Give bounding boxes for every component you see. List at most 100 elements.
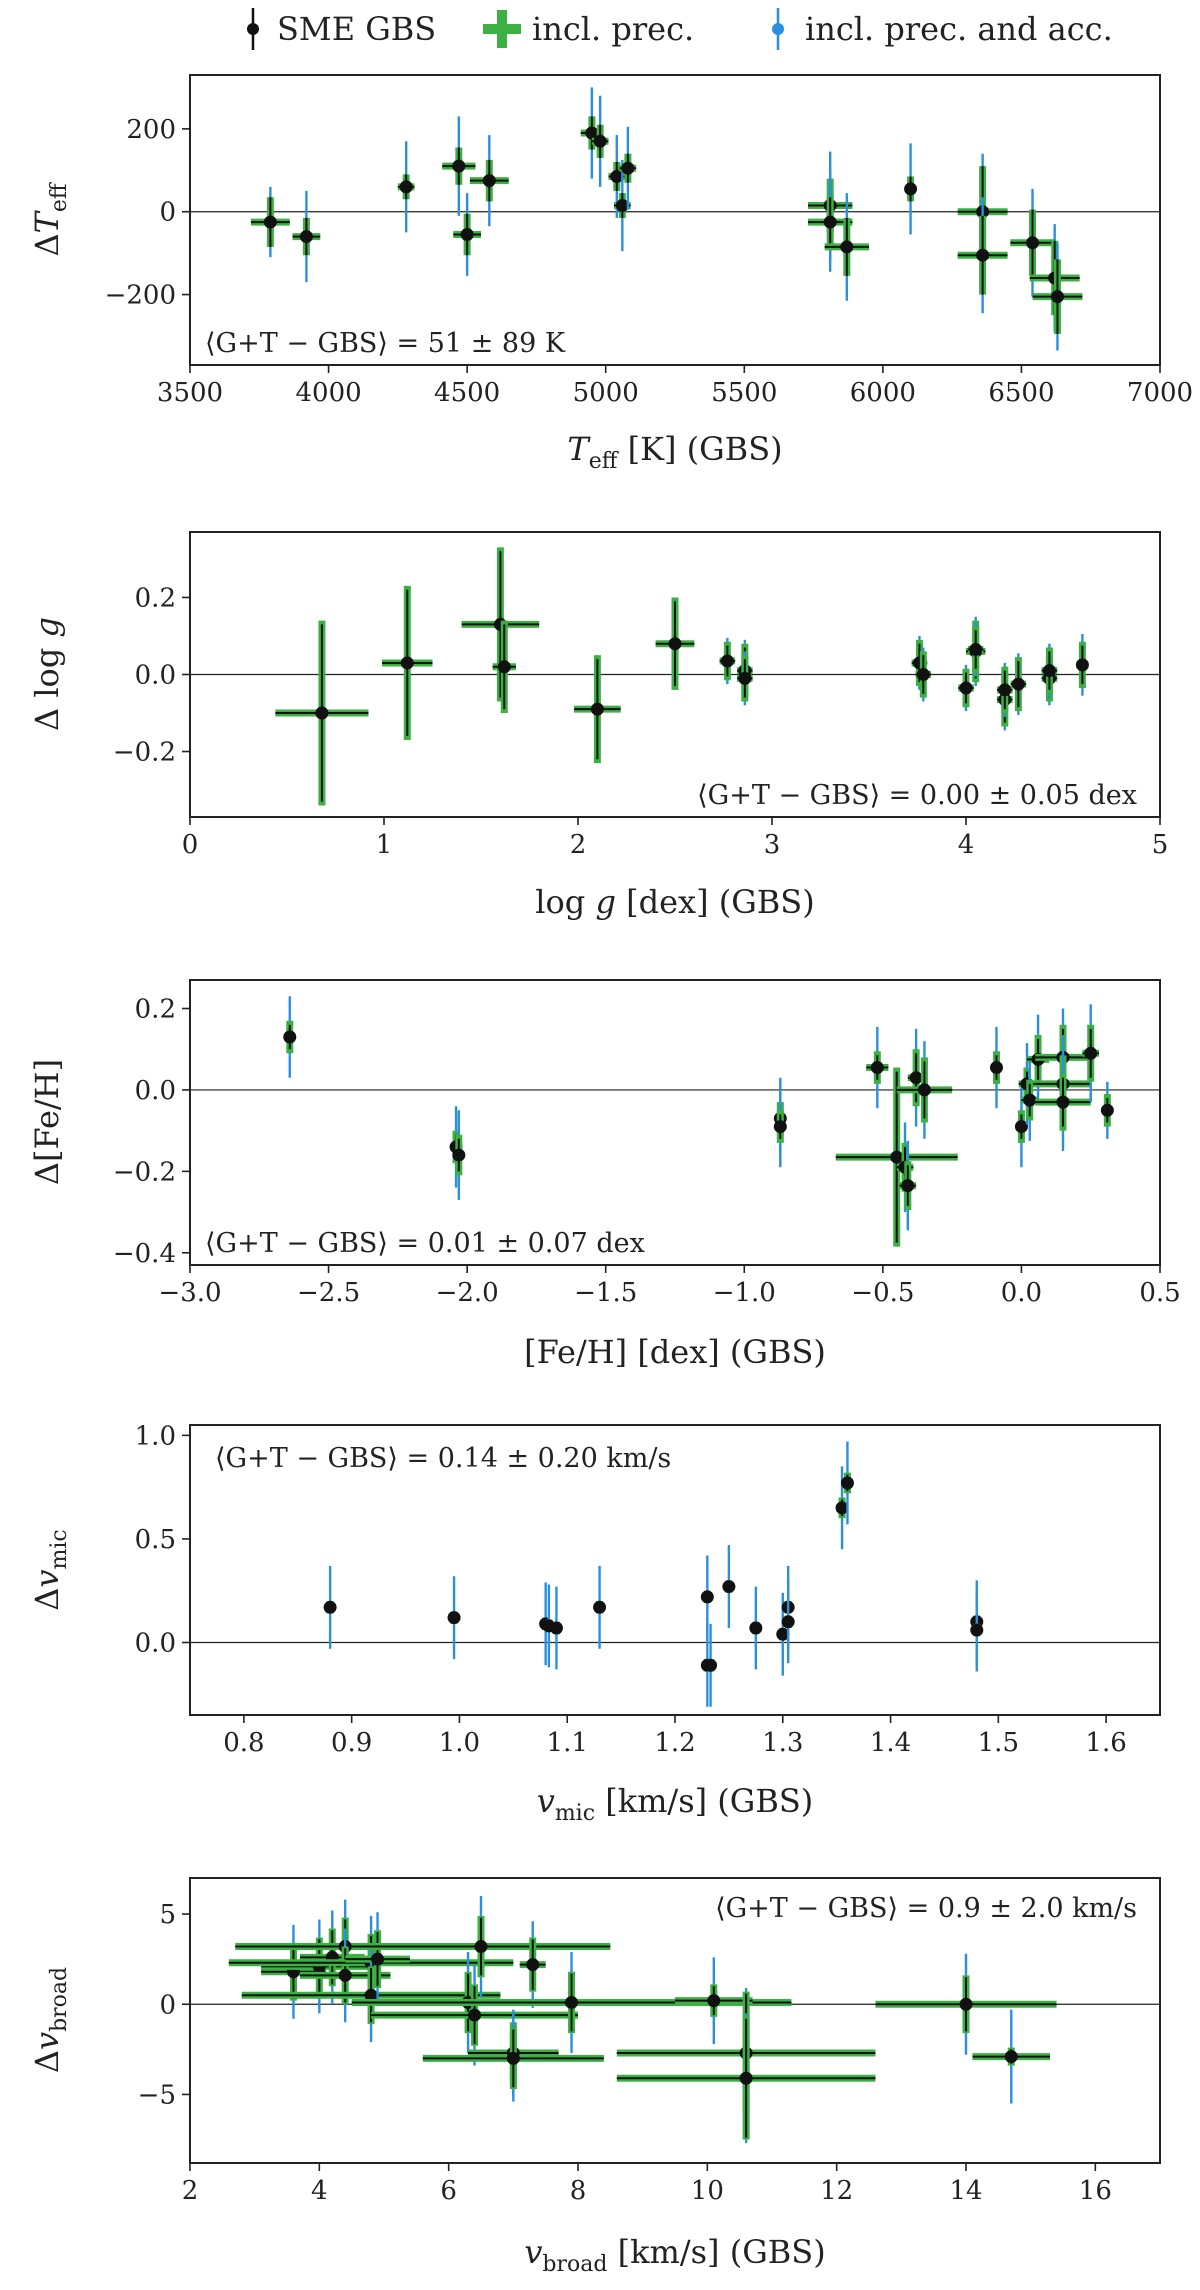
teff-x-tick-label: 3500: [157, 378, 223, 408]
feh-x-axis-label: [Fe/H] [dex] (GBS): [524, 1333, 826, 1371]
feh-point-marker: [1014, 1120, 1028, 1134]
vbroad-point: [675, 1957, 753, 2044]
vbroad-point-marker: [474, 1940, 488, 1954]
teff-plot-frame: [189, 74, 1161, 366]
teff-point-marker: [840, 240, 854, 254]
legend-label-incl-prec: incl. prec.: [532, 10, 694, 48]
vmic-x-tick-label: 1.1: [547, 1728, 588, 1758]
feh-data-points: [190, 996, 1160, 1247]
vbroad-y-tick-label: 0: [159, 1990, 176, 2020]
logg-point: [1010, 653, 1027, 715]
logg-point-marker: [738, 671, 752, 685]
vmic-point-marker: [835, 1501, 849, 1515]
logg-point: [719, 637, 736, 685]
teff-x-ticks: 3500 4000 4500 5000 5500 6000 6500 7000: [157, 365, 1193, 408]
vmic-y-ticks: 0.0 0.5 1.0: [135, 1421, 190, 1659]
logg-point-marker: [497, 660, 511, 674]
vmic-point: [970, 1588, 984, 1672]
teff-point-marker: [263, 215, 277, 229]
vbroad-point-marker: [1004, 2050, 1018, 2064]
vmic-x-tick-label: 1.0: [439, 1728, 480, 1758]
vmic-point-marker: [447, 1611, 461, 1625]
vmic-point: [722, 1545, 736, 1628]
vmic-point-marker: [781, 1615, 795, 1629]
feh-point-marker: [773, 1120, 787, 1134]
vmic-point: [323, 1565, 337, 1649]
vbroad-point-marker: [506, 2051, 520, 2065]
logg-x-axis-label: log g [dex] (GBS): [535, 883, 814, 921]
legend-item-incl-prec-and-acc: incl. prec. and acc.: [772, 8, 1113, 50]
teff-y-axis-label: ΔTeff: [28, 182, 72, 256]
teff-point: [469, 135, 509, 227]
vmic-y-tick-label: 0.5: [135, 1525, 176, 1555]
vbroad-point-marker: [526, 1958, 540, 1972]
vbroad-point: [351, 1896, 611, 1998]
feh-y-axis-label: Δ[Fe/H]: [28, 1059, 66, 1185]
panel-vmic: 0.8 0.9 1.0 1.1 1.2 1.3 1.4 1.5 1.6 0.0 0.5 1.0 ⟨G…: [28, 1421, 1161, 1826]
logg-y-axis-label: Δ log g: [28, 617, 66, 731]
teff-point: [1032, 242, 1083, 351]
logg-x-tick-label: 1: [376, 830, 393, 860]
feh-y-tick-label: −0.4: [113, 1239, 176, 1269]
teff-point: [442, 116, 476, 216]
vbroad-point-marker: [739, 2071, 753, 2085]
feh-point: [452, 1110, 466, 1200]
logg-x-tick-label: 3: [764, 830, 781, 860]
logg-point-marker: [590, 702, 604, 716]
teff-point: [292, 191, 321, 283]
feh-point-marker: [901, 1179, 915, 1193]
vmic-point: [704, 1623, 718, 1707]
vbroad-plot-frame: [189, 1877, 1161, 2164]
legend-label-incl-prec-and-acc: incl. prec. and acc.: [805, 10, 1113, 48]
feh-x-tick-label: 0.0: [1001, 1278, 1042, 1308]
vmic-point-marker: [840, 1476, 854, 1490]
vmic-data-points: [190, 1441, 1160, 1707]
teff-point: [397, 141, 415, 233]
logg-y-tick-label: 0.2: [135, 583, 176, 613]
logg-point-marker: [315, 706, 329, 720]
logg-x-tick-label: 5: [1152, 830, 1169, 860]
logg-point-marker: [720, 654, 734, 668]
feh-plot-frame: [189, 979, 1161, 1266]
logg-point-marker: [969, 642, 983, 656]
vmic-x-tick-label: 1.4: [870, 1728, 911, 1758]
legend-marker-incl-prec-and-acc-dot: [772, 23, 784, 35]
logg-point: [492, 620, 516, 714]
vmic-x-axis-label: vmic [km/s] (GBS): [537, 1782, 814, 1826]
teff-x-tick-label: 6000: [850, 378, 916, 408]
logg-point: [1041, 643, 1058, 698]
feh-mean-annotation: ⟨G+T − GBS⟩ = 0.01 ± 0.07 dex: [205, 1228, 645, 1259]
feh-point: [899, 1140, 917, 1231]
teff-point: [824, 193, 869, 301]
vmic-point: [749, 1586, 763, 1670]
teff-x-tick-label: 4000: [295, 378, 361, 408]
logg-point: [967, 622, 984, 677]
teff-x-tick-label: 5500: [711, 378, 777, 408]
vmic-y-tick-label: 0.0: [135, 1629, 176, 1659]
logg-point: [737, 651, 753, 706]
vbroad-point: [422, 2015, 604, 2102]
teff-mean-annotation: ⟨G+T − GBS⟩ = 51 ± 89 K: [205, 328, 566, 359]
teff-point-marker: [621, 161, 635, 175]
feh-point: [896, 1041, 953, 1139]
vbroad-point: [371, 1964, 578, 2066]
logg-data-points: [190, 547, 1160, 806]
teff-x-tick-label: 6500: [988, 378, 1054, 408]
vmic-mean-annotation: ⟨G+T − GBS⟩ = 0.14 ± 0.20 km/s: [215, 1443, 671, 1474]
vmic-point-marker: [722, 1580, 736, 1594]
logg-point-marker: [1042, 664, 1056, 678]
vmic-point-marker: [749, 1621, 763, 1635]
logg-x-tick-label: 2: [570, 830, 587, 860]
feh-x-tick-label: −0.5: [851, 1278, 914, 1308]
teff-point-marker: [615, 199, 629, 212]
vmic-point-marker: [970, 1623, 984, 1637]
vmic-x-ticks: 0.8 0.9 1.0 1.1 1.2 1.3 1.4 1.5 1.6: [223, 1715, 1127, 1758]
feh-x-tick-label: −1.0: [713, 1278, 776, 1308]
vmic-point-marker: [593, 1600, 607, 1614]
vbroad-point: [519, 1921, 546, 2008]
logg-y-tick-label: 0.0: [135, 661, 176, 691]
vbroad-point-marker: [565, 1995, 579, 2009]
vbroad-point-marker: [364, 1988, 378, 2002]
teff-data-points: [190, 87, 1160, 351]
feh-point-marker: [283, 1030, 297, 1044]
